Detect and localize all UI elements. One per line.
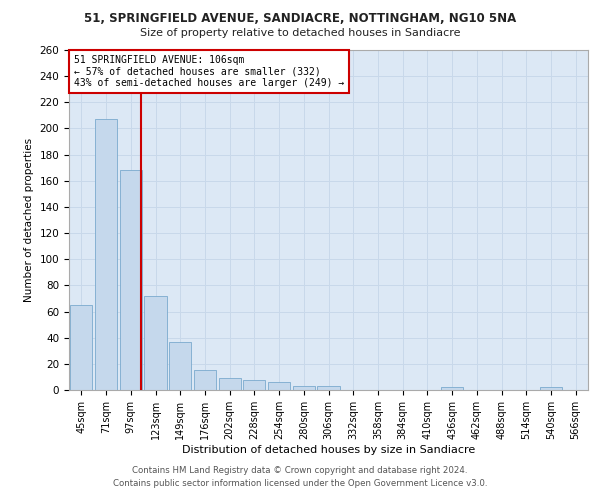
Bar <box>243 380 265 390</box>
Bar <box>169 342 191 390</box>
Text: Size of property relative to detached houses in Sandiacre: Size of property relative to detached ho… <box>140 28 460 38</box>
X-axis label: Distribution of detached houses by size in Sandiacre: Distribution of detached houses by size … <box>182 444 475 454</box>
Text: 51, SPRINGFIELD AVENUE, SANDIACRE, NOTTINGHAM, NG10 5NA: 51, SPRINGFIELD AVENUE, SANDIACRE, NOTTI… <box>84 12 516 26</box>
Bar <box>317 386 340 390</box>
Bar <box>268 382 290 390</box>
Bar <box>119 170 142 390</box>
Text: Contains HM Land Registry data © Crown copyright and database right 2024.
Contai: Contains HM Land Registry data © Crown c… <box>113 466 487 487</box>
Text: 51 SPRINGFIELD AVENUE: 106sqm
← 57% of detached houses are smaller (332)
43% of : 51 SPRINGFIELD AVENUE: 106sqm ← 57% of d… <box>74 55 344 88</box>
Bar <box>293 386 315 390</box>
Bar <box>95 120 117 390</box>
Bar <box>145 296 167 390</box>
Bar <box>194 370 216 390</box>
Bar <box>441 388 463 390</box>
Bar <box>218 378 241 390</box>
Y-axis label: Number of detached properties: Number of detached properties <box>24 138 34 302</box>
Bar <box>70 305 92 390</box>
Bar <box>540 388 562 390</box>
